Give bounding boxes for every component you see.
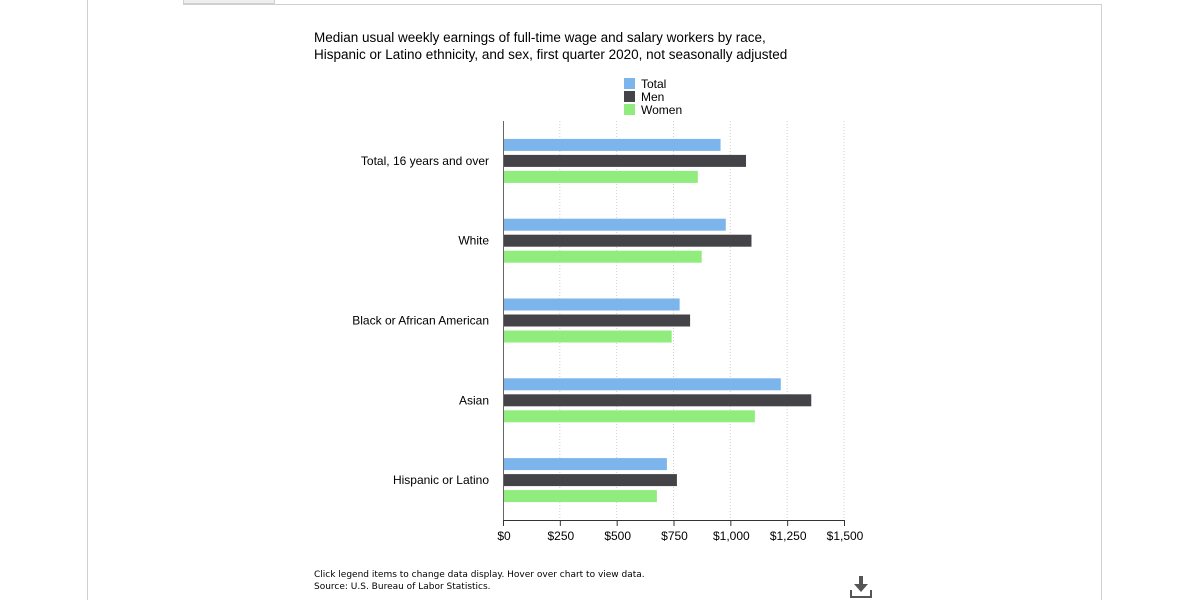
category-label: Black or African American bbox=[352, 314, 489, 328]
x-tick-label: $1,000 bbox=[713, 529, 750, 543]
bar[interactable] bbox=[503, 458, 667, 471]
bar[interactable] bbox=[503, 490, 657, 503]
bar-chart[interactable]: Total, 16 years and over White Black or Af… bbox=[0, 0, 1192, 560]
bar[interactable] bbox=[503, 298, 680, 311]
tab-stub[interactable] bbox=[183, 0, 275, 4]
bar[interactable] bbox=[503, 250, 702, 263]
bar[interactable] bbox=[503, 314, 691, 327]
panel-border-top bbox=[183, 4, 1102, 5]
bar[interactable] bbox=[503, 234, 752, 247]
legend-label-total: Total bbox=[641, 76, 667, 91]
bar[interactable] bbox=[503, 474, 677, 487]
footnote-source: Source: U.S. Bureau of Labor Statistics. bbox=[314, 582, 491, 592]
bar[interactable] bbox=[503, 394, 812, 407]
legend-item-women[interactable]: Women bbox=[624, 102, 683, 117]
footnote-instructions: Click legend items to change data displa… bbox=[314, 570, 645, 580]
category-label: Total, 16 years and over bbox=[361, 154, 489, 168]
x-tick-label: $1,500 bbox=[827, 529, 864, 543]
legend-label-women: Women bbox=[641, 102, 683, 117]
x-tick-label: $250 bbox=[547, 529, 574, 543]
legend-swatch-men bbox=[624, 91, 635, 102]
bar[interactable] bbox=[503, 170, 698, 183]
category-label: Hispanic or Latino bbox=[393, 473, 489, 487]
legend-swatch-total bbox=[624, 78, 635, 89]
x-tick-label: $750 bbox=[661, 529, 688, 543]
legend-swatch-women bbox=[624, 104, 635, 115]
legend-item-men[interactable]: Men bbox=[624, 89, 682, 104]
panel-border-right bbox=[1101, 5, 1102, 600]
chart-title-line-1: Median usual weekly earnings of full-tim… bbox=[314, 30, 766, 45]
bar[interactable] bbox=[503, 410, 755, 423]
x-tick-label: $500 bbox=[604, 529, 631, 543]
chart-legend: Total Men Women bbox=[624, 76, 683, 117]
bar[interactable] bbox=[503, 138, 721, 151]
bar[interactable] bbox=[503, 154, 747, 167]
panel-border-left bbox=[87, 0, 88, 600]
chart-title: Median usual weekly earnings of full-tim… bbox=[314, 29, 874, 63]
chart-footnote: Click legend items to change data displa… bbox=[314, 569, 645, 593]
download-icon[interactable] bbox=[850, 575, 872, 599]
category-label: Asian bbox=[459, 393, 489, 407]
category-label: White bbox=[458, 234, 489, 248]
bar[interactable] bbox=[503, 378, 781, 391]
bar[interactable] bbox=[503, 330, 672, 343]
bar[interactable] bbox=[503, 218, 726, 231]
legend-label-men: Men bbox=[641, 89, 665, 104]
chart-title-line-2: Hispanic or Latino ethnicity, and sex, f… bbox=[314, 47, 788, 62]
legend-item-total[interactable]: Total bbox=[624, 76, 682, 91]
x-tick-label: $1,250 bbox=[770, 529, 807, 543]
x-tick-label: $0 bbox=[497, 529, 511, 543]
